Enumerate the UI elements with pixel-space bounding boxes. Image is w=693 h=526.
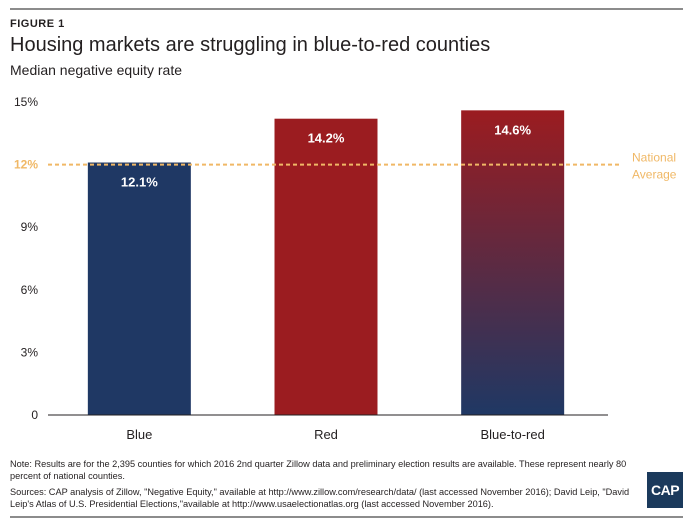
chart-title: Housing markets are struggling in blue-t…	[10, 34, 491, 56]
y-tick-label: 0	[31, 408, 38, 422]
y-tick-label: 9%	[21, 220, 39, 234]
sources-text: Sources: CAP analysis of Zillow, "Negati…	[10, 487, 630, 509]
x-axis: Blue Red Blue-to-red	[48, 414, 608, 442]
figure-label: FIGURE 1	[10, 18, 65, 30]
bottom-rule	[10, 516, 683, 518]
national-average-label: Average	[632, 168, 677, 182]
bars: 12.1% 14.2% 14.6%	[87, 110, 565, 415]
national-average-label: National	[632, 151, 676, 165]
y-tick-label: 15%	[14, 95, 38, 109]
top-rule	[10, 8, 683, 10]
chart-subtitle: Median negative equity rate	[10, 62, 182, 78]
bar-blue-to-red	[461, 110, 565, 415]
bar-value-label: 14.6%	[494, 122, 531, 137]
reference-line-group: National Average	[48, 151, 677, 182]
x-tick-label: Red	[314, 427, 338, 442]
x-tick-label: Blue	[126, 427, 152, 442]
bar-blue	[87, 162, 191, 415]
y-tick-label: 6%	[21, 283, 39, 297]
chart-notes: Note: Results are for the 2,395 counties…	[10, 458, 640, 514]
cap-logo: CAP	[647, 472, 683, 508]
y-tick-label: 3%	[21, 345, 39, 359]
x-tick-label: Blue-to-red	[481, 427, 545, 442]
bar-value-label: 12.1%	[121, 175, 158, 190]
bar-red	[274, 118, 378, 415]
y-tick-label: 12%	[14, 158, 38, 172]
bar-chart: 0 3% 6% 9% 12% 15% 12.1% 14.2% 14.6% National Av…	[14, 95, 677, 442]
note-text: Note: Results are for the 2,395 counties…	[10, 459, 627, 481]
y-axis: 0 3% 6% 9% 12% 15%	[14, 95, 38, 422]
bar-value-label: 14.2%	[308, 131, 345, 146]
